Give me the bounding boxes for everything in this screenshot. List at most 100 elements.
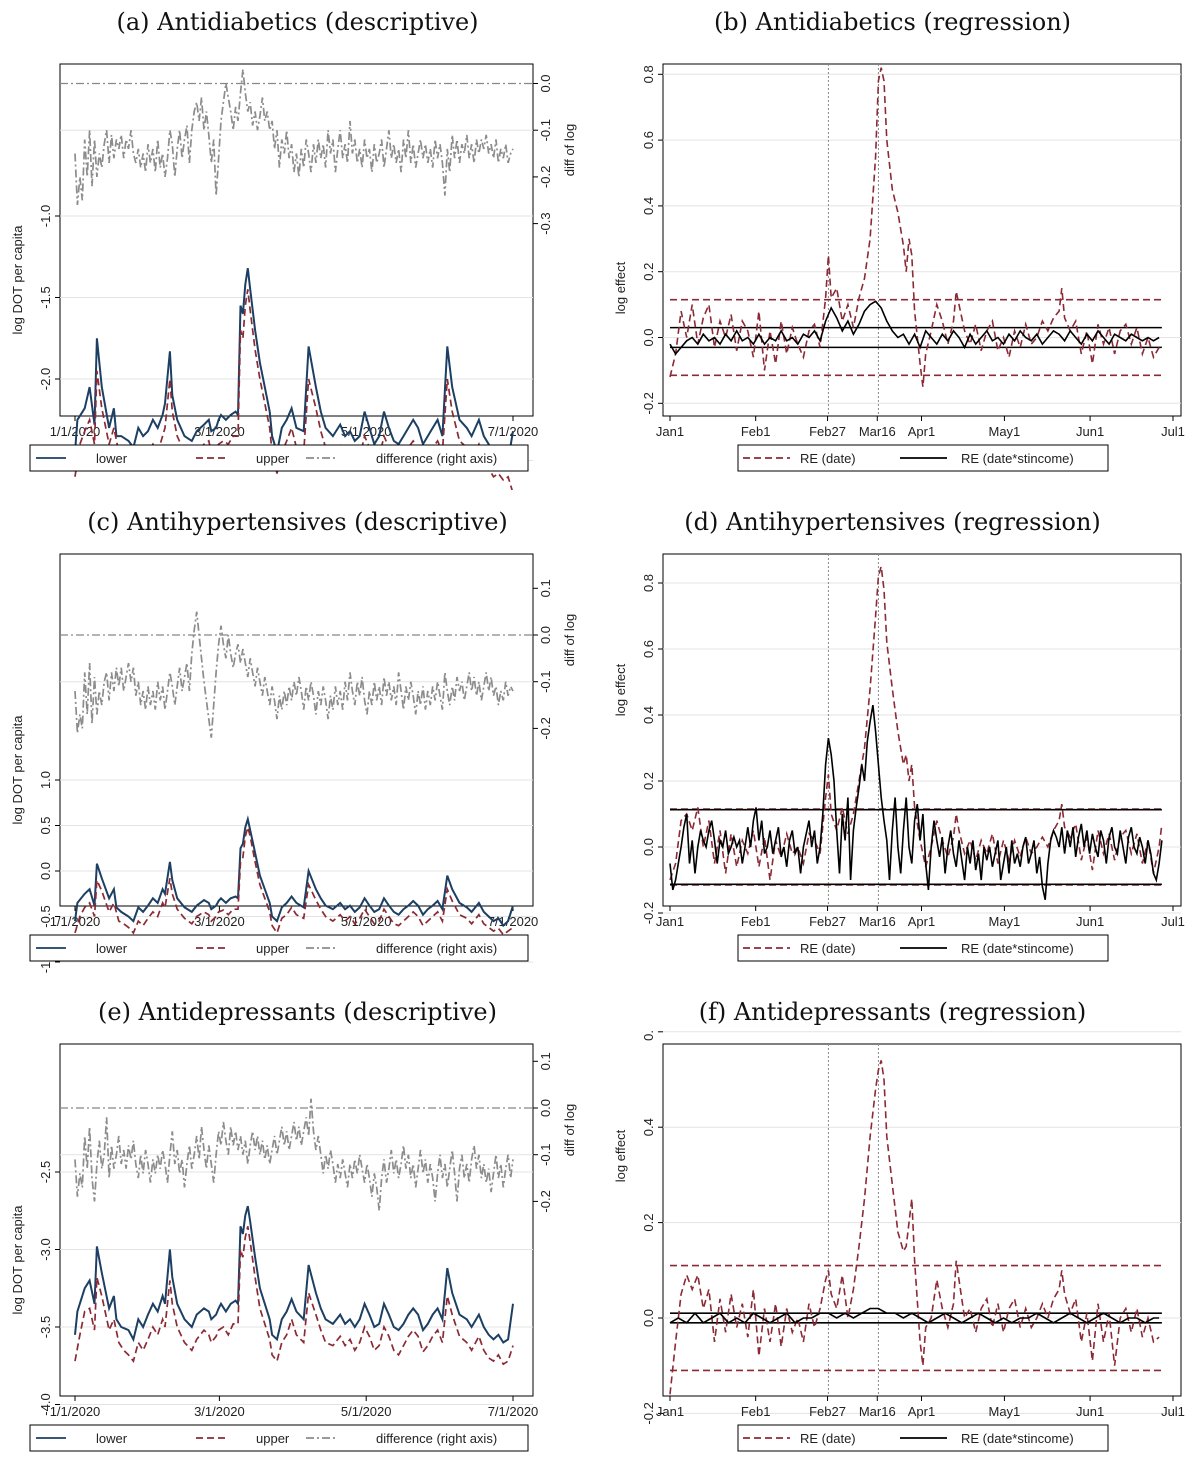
x-tick-label: Mar16 (859, 914, 896, 929)
x-tick-label: Jan1 (656, 914, 684, 929)
legend-box (29, 1424, 529, 1452)
x-tick-label: 1/1/2020 (50, 1404, 101, 1419)
legend-label: lower (96, 1431, 128, 1446)
y-tick-label: -0.2 (641, 1402, 656, 1424)
x-tick-label: 5/1/2020 (341, 914, 392, 929)
y-tick-label: 0.4 (641, 706, 656, 724)
y-tick-label: -1.5 (38, 286, 53, 308)
plot-frame (662, 63, 1182, 417)
y2-axis-title: diff of log (562, 614, 577, 667)
y2-tick-label: 0.1 (538, 579, 553, 597)
y-tick-label: 0.2 (641, 772, 656, 790)
series-line-date (669, 566, 1163, 881)
y-axis-title: log effect (613, 663, 628, 716)
chart-title: (f) Antidepressants (regression) (698, 998, 1087, 1026)
y2-tick-label: 0.1 (538, 1052, 553, 1070)
y2-tick-label: -0.2 (538, 166, 553, 188)
plot-frame (662, 1043, 1182, 1397)
series-line-lower (74, 1205, 514, 1344)
y2-axis-title: diff of log (562, 124, 577, 177)
y-tick-label: -0.2 (641, 902, 656, 924)
legend-label: difference (right axis) (376, 1431, 497, 1446)
x-tick-label: Apr1 (908, 424, 935, 439)
chart-title: (b) Antidiabetics (regression) (713, 8, 1072, 36)
legend-label: RE (date) (800, 1431, 856, 1446)
y-tick-label: 0.0 (641, 1309, 656, 1327)
x-tick-label: 1/1/2020 (50, 424, 101, 439)
legend-label: lower (96, 451, 128, 466)
y-tick-label: 0.5 (38, 816, 53, 834)
y-tick-label: 0.2 (641, 263, 656, 281)
x-tick-label: 3/1/2020 (194, 914, 245, 929)
x-tick-label: 7/1/2020 (488, 1404, 539, 1419)
x-tick-label: Feb27 (809, 424, 846, 439)
panel-d: (d) Antihypertensives (regression) 0.8 0.… (595, 490, 1191, 980)
legend-label: RE (date) (800, 941, 856, 956)
legend-label: RE (date*stincome) (961, 451, 1074, 466)
legend-label: difference (right axis) (376, 941, 497, 956)
series-line-date (669, 67, 1160, 387)
legend-label: upper (256, 941, 290, 956)
y2-tick-label: -0.3 (538, 212, 553, 234)
panel-c: (c) Antihypertensives (descriptive) 1.0 0… (0, 490, 595, 980)
y2-axis-title: diff of log (562, 1104, 577, 1157)
x-tick-label: Jan1 (656, 1404, 684, 1419)
y-tick-label: -2.0 (38, 368, 53, 390)
y2-tick-label: 0.0 (538, 74, 553, 92)
x-tick-label: Jun1 (1076, 1404, 1104, 1419)
panel-e: (e) Antidepressants (descriptive) -2.5 -3… (0, 980, 595, 1473)
y-tick-label: 0.0 (641, 838, 656, 856)
y-tick-label: -2.5 (38, 1161, 53, 1183)
y2-tick-label: 0.0 (538, 1099, 553, 1117)
y-tick-label: -1.0 (38, 205, 53, 227)
x-tick-label: Jan1 (656, 424, 684, 439)
legend-label: difference (right axis) (376, 451, 497, 466)
chart-title: (d) Antihypertensives (regression) (684, 508, 1101, 536)
series-line-stincome (669, 1307, 1160, 1324)
y-axis-title: log DOT per capita (10, 715, 25, 825)
panel-b: (b) Antidiabetics (regression) 0.8 0.6 0.4… (595, 0, 1191, 490)
y-tick-label: -3.0 (38, 1238, 53, 1260)
legend-label: RE (date*stincome) (961, 1431, 1074, 1446)
x-tick-label: Feb27 (809, 914, 846, 929)
x-tick-label: Feb27 (809, 1404, 846, 1419)
x-tick-label: Feb1 (741, 914, 771, 929)
y-axis-title: log effect (613, 1129, 628, 1182)
y-tick-label: 0.6 (641, 131, 656, 149)
y-tick-label: 0.4 (641, 197, 656, 215)
x-tick-label: Feb1 (741, 1404, 771, 1419)
legend-label: upper (256, 1431, 290, 1446)
series-line-stincome (669, 300, 1160, 356)
x-tick-label: Jul1 (1161, 1404, 1185, 1419)
x-tick-label: Jun1 (1076, 424, 1104, 439)
legend-label: RE (date) (800, 451, 856, 466)
series-line-date (669, 1060, 1160, 1395)
chart-title: (c) Antihypertensives (descriptive) (87, 508, 508, 536)
x-tick-label: May1 (989, 1404, 1021, 1419)
x-tick-label: Jul1 (1161, 914, 1185, 929)
panel-a: (a) Antidiabetics (descriptive) -1.0 -1.5… (0, 0, 595, 490)
series-line-difference (74, 1098, 514, 1211)
chart-title: (e) Antidepressants (descriptive) (98, 998, 497, 1026)
y-tick-label: 0.0 (641, 328, 656, 346)
y-axis-title: log effect (613, 261, 628, 314)
y-tick-label: -3.5 (38, 1316, 53, 1338)
y-tick-label: 0.6 (641, 640, 656, 658)
chart-antidepressants-regression: 0.6 0.4 0.2 0.0 -0.2 log effect Jan1 Feb1 Feb27 M… (613, 1030, 1185, 1452)
plot-frame (59, 1043, 534, 1397)
x-tick-label: 3/1/2020 (194, 424, 245, 439)
legend-label: upper (256, 451, 290, 466)
chart-antidepressants-descriptive: -2.5 -3.0 -3.5 -4.0 0.1 0.0 -0.1 -0.2 log DOT pe… (10, 1043, 577, 1452)
x-tick-label: May1 (989, 424, 1021, 439)
panel-f: (f) Antidepressants (regression) 0.6 0.4 0… (595, 980, 1191, 1473)
series-line-difference (74, 611, 514, 738)
series-line-lower (74, 268, 514, 471)
x-tick-label: Apr1 (908, 1404, 935, 1419)
x-tick-label: 7/1/2020 (488, 914, 539, 929)
y-tick-label: 0.6 (641, 1030, 656, 1041)
chart-antidiabetics-regression: 0.8 0.6 0.4 0.2 0.0 -0.2 log effect Jan1 Feb1 Feb… (613, 63, 1185, 472)
x-tick-label: 5/1/2020 (341, 1404, 392, 1419)
y2-tick-label: -0.1 (538, 119, 553, 141)
